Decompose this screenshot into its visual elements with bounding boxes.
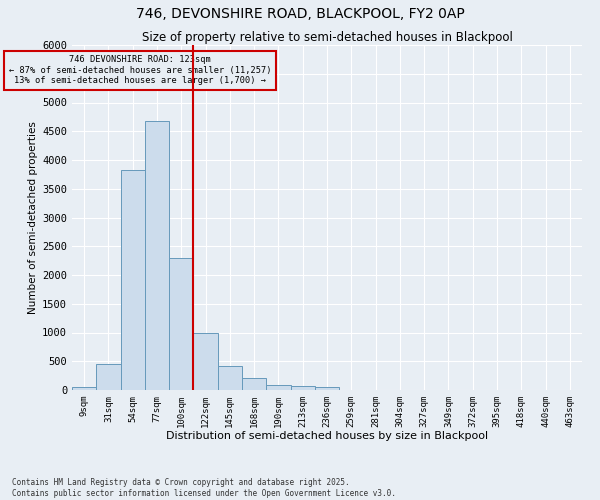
Text: 746, DEVONSHIRE ROAD, BLACKPOOL, FY2 0AP: 746, DEVONSHIRE ROAD, BLACKPOOL, FY2 0AP — [136, 8, 464, 22]
Bar — [218, 366, 242, 390]
Bar — [193, 332, 218, 390]
Bar — [121, 170, 145, 390]
Text: 746 DEVONSHIRE ROAD: 123sqm
← 87% of semi-detached houses are smaller (11,257)
1: 746 DEVONSHIRE ROAD: 123sqm ← 87% of sem… — [9, 56, 271, 85]
Bar — [96, 364, 121, 390]
Bar — [145, 122, 169, 390]
Y-axis label: Number of semi-detached properties: Number of semi-detached properties — [28, 121, 38, 314]
Bar — [169, 258, 193, 390]
Bar — [72, 387, 96, 390]
Bar — [242, 378, 266, 390]
X-axis label: Distribution of semi-detached houses by size in Blackpool: Distribution of semi-detached houses by … — [166, 432, 488, 442]
Bar — [290, 386, 315, 390]
Title: Size of property relative to semi-detached houses in Blackpool: Size of property relative to semi-detach… — [142, 31, 512, 44]
Text: Contains HM Land Registry data © Crown copyright and database right 2025.
Contai: Contains HM Land Registry data © Crown c… — [12, 478, 396, 498]
Bar — [266, 385, 290, 390]
Bar — [315, 387, 339, 390]
